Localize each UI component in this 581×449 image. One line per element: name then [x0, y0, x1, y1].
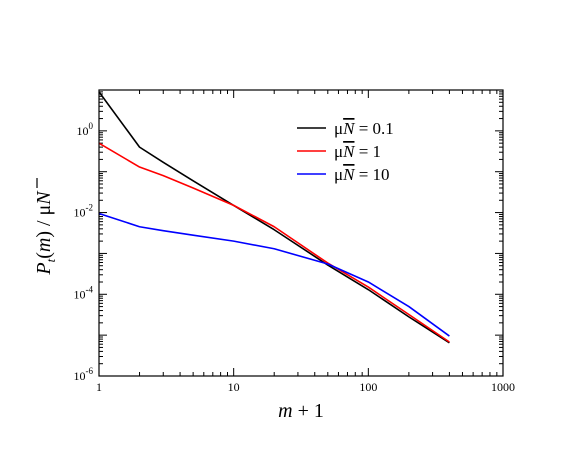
series-line-1 — [98, 142, 450, 343]
major-ticks — [98, 89, 504, 377]
y-tick-label: 10-2 — [74, 203, 94, 220]
y-axis-label: Pt(m) / μN — [33, 190, 58, 276]
x-tick-label: 10 — [228, 380, 240, 394]
legend-label-1: μN = 1 — [334, 142, 381, 161]
y-tick-label: 10-6 — [74, 366, 94, 383]
series-line-2 — [98, 212, 450, 337]
legend: μN = 0.1 μN = 1 μN = 10 — [297, 119, 394, 184]
series-lines — [98, 91, 450, 344]
legend-label-2: μN = 10 — [334, 165, 390, 184]
y-tick-label: 10-4 — [74, 284, 94, 301]
series-line-0 — [98, 91, 450, 344]
tick-labels: 1 10 100 1000 100 10-2 10-4 10-6 — [74, 121, 516, 394]
legend-label-0: μN = 0.1 — [334, 119, 394, 138]
x-tick-label: 1000 — [491, 380, 515, 394]
svg-text:Pt(m) / μN: Pt(m) / μN — [33, 190, 58, 276]
minor-ticks — [99, 90, 503, 376]
plot-frame — [98, 89, 504, 377]
x-axis-label: m + 1 — [278, 400, 324, 422]
x-tick-label: 100 — [359, 380, 377, 394]
x-tick-label: 1 — [96, 380, 102, 394]
y-tick-label: 100 — [77, 121, 94, 138]
